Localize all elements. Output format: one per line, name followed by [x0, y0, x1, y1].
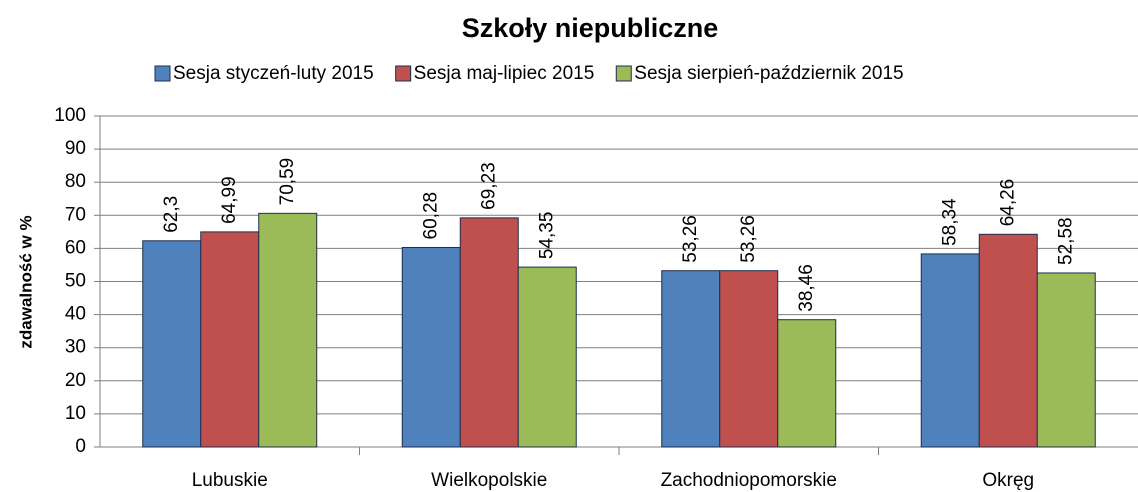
- y-tick-label: 40: [65, 304, 86, 325]
- bar: [258, 212, 318, 448]
- bar: [1036, 272, 1096, 448]
- y-tick-label: 100: [54, 105, 86, 126]
- value-label: 64,26: [997, 179, 1018, 227]
- bar: [517, 266, 577, 448]
- y-tick-label: 0: [75, 436, 86, 457]
- x-tick-label: Lubuskie: [192, 470, 268, 491]
- value-label: 60,28: [420, 192, 441, 240]
- x-tick-label: Zachodniopomorskie: [661, 470, 837, 491]
- legend-swatch: [615, 65, 632, 82]
- legend-swatch: [154, 65, 171, 82]
- value-label: 69,23: [478, 162, 499, 210]
- value-label: 64,99: [219, 176, 240, 224]
- y-tick-label: 60: [65, 237, 86, 258]
- value-label: 58,34: [939, 198, 960, 246]
- bar: [920, 253, 980, 448]
- y-tick-label: 90: [65, 138, 86, 159]
- legend-swatch: [395, 65, 412, 82]
- bar: [200, 231, 260, 448]
- bar: [777, 319, 837, 448]
- value-label: 70,59: [277, 158, 298, 206]
- legend-label: Sesja styczeń-luty 2015: [173, 63, 374, 84]
- x-tick-label: Okręg: [982, 470, 1034, 491]
- y-tick-label: 30: [65, 337, 86, 358]
- bar: [719, 270, 779, 448]
- x-tick-label: Wielkopolskie: [431, 470, 547, 491]
- bar: [661, 270, 721, 448]
- value-label: 62,3: [161, 196, 182, 233]
- bar: [401, 246, 461, 448]
- y-tick-label: 10: [65, 403, 86, 424]
- value-label: 54,35: [536, 212, 557, 260]
- bar: [978, 233, 1038, 448]
- bar: [142, 240, 202, 448]
- value-label: 38,46: [796, 264, 817, 312]
- value-label: 53,26: [680, 215, 701, 263]
- y-axis-label: zdawalność w %: [16, 215, 35, 348]
- y-tick-label: 20: [65, 370, 86, 391]
- y-tick-label: 70: [65, 204, 86, 225]
- value-label: 52,58: [1055, 217, 1076, 265]
- y-tick-label: 50: [65, 271, 86, 292]
- bar: [459, 217, 519, 448]
- legend-label: Sesja maj-lipiec 2015: [414, 63, 595, 84]
- chart-title: Szkoły niepubliczne: [462, 13, 719, 43]
- legend-label: Sesja sierpień-październik 2015: [634, 63, 903, 84]
- y-tick-label: 80: [65, 171, 86, 192]
- value-label: 53,26: [738, 215, 759, 263]
